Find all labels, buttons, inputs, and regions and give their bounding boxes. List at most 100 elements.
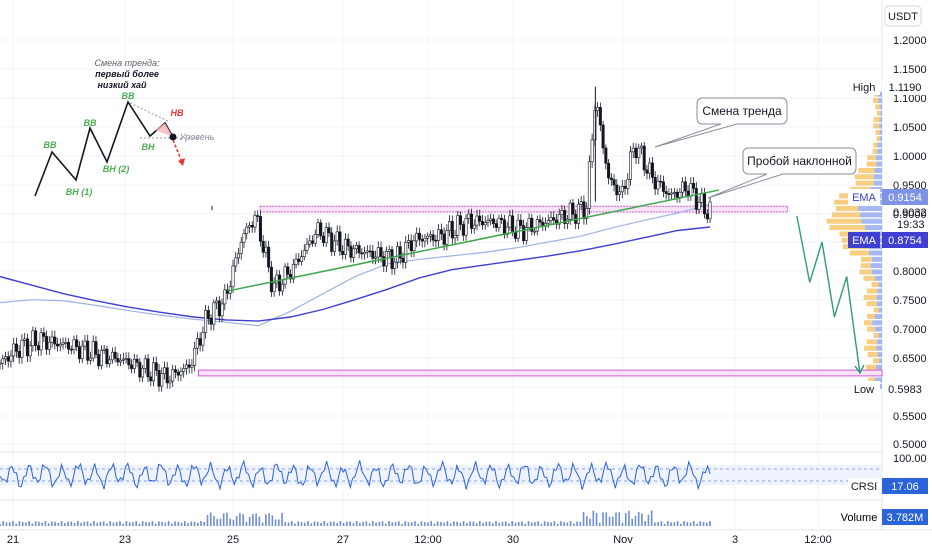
volume-bar bbox=[404, 521, 407, 526]
volume-bar bbox=[93, 521, 95, 526]
candle-up bbox=[294, 258, 298, 265]
volume-profile-bar bbox=[877, 288, 882, 294]
volume-profile-bar bbox=[876, 136, 880, 142]
ema-fast-marker-value-bg bbox=[882, 189, 928, 205]
volume-bar bbox=[18, 521, 21, 526]
volume-bar bbox=[397, 521, 400, 526]
volume-bar bbox=[660, 521, 663, 526]
inset-label: Уровень bbox=[179, 132, 215, 142]
candle-up bbox=[190, 364, 194, 368]
candle-down bbox=[368, 250, 372, 253]
y-tick-label: 0.5500 bbox=[893, 411, 927, 423]
volume-bar bbox=[222, 513, 225, 526]
candle-up bbox=[404, 241, 408, 263]
candle-up bbox=[280, 283, 284, 292]
candle-up bbox=[234, 257, 238, 267]
candle-up bbox=[220, 303, 224, 317]
volume-bar bbox=[595, 513, 598, 526]
candle-down bbox=[94, 341, 98, 355]
volume-bar bbox=[553, 521, 556, 526]
volume-bar bbox=[618, 512, 621, 526]
volume-bar bbox=[38, 521, 40, 526]
candle-down bbox=[42, 332, 46, 337]
volume-bar bbox=[670, 522, 672, 526]
candle-down bbox=[297, 258, 301, 262]
resistance-zone[interactable] bbox=[259, 205, 789, 213]
volume-profile-bar bbox=[871, 269, 882, 275]
candle-down bbox=[434, 239, 438, 242]
candle-down bbox=[176, 371, 180, 376]
volume-bar bbox=[164, 522, 167, 526]
volume-bar bbox=[119, 521, 121, 526]
crsi-line[interactable] bbox=[0, 459, 711, 491]
volume-bar bbox=[391, 522, 394, 526]
crsi-marker-label: CRSI bbox=[851, 481, 877, 493]
currency-box[interactable] bbox=[884, 5, 922, 27]
candle-up bbox=[121, 358, 125, 361]
volume-bar bbox=[83, 521, 86, 526]
candle-up bbox=[629, 151, 633, 180]
volume-bar bbox=[381, 521, 384, 526]
candle-down bbox=[623, 186, 627, 189]
volume-profile-bar bbox=[872, 320, 882, 326]
projection-path[interactable] bbox=[796, 215, 861, 374]
candle-up bbox=[124, 358, 128, 360]
volume-bar bbox=[550, 522, 552, 526]
callout-trendline-break-box[interactable] bbox=[707, 147, 857, 199]
inset-red-arrow bbox=[172, 139, 183, 163]
volume-bar bbox=[511, 521, 514, 526]
candle-down bbox=[659, 180, 663, 183]
candle-up bbox=[596, 107, 600, 111]
inset-label: BB bbox=[44, 140, 57, 150]
volume-bar bbox=[196, 523, 199, 526]
callout-trend-change-box[interactable] bbox=[654, 97, 788, 148]
y-tick-label: 1.2000 bbox=[893, 35, 927, 47]
candle-down bbox=[116, 358, 120, 363]
candle-down bbox=[450, 221, 454, 239]
ascending-trendline[interactable] bbox=[227, 189, 719, 292]
volume-profile-bar bbox=[867, 352, 878, 358]
candle-down bbox=[349, 245, 353, 258]
ema-fast-line[interactable] bbox=[0, 203, 711, 327]
volume-bar bbox=[699, 521, 702, 526]
volume-bar bbox=[255, 513, 257, 526]
callout-trendline-break-text: Пробой наклонной bbox=[747, 154, 852, 168]
candle-up bbox=[352, 248, 356, 258]
candle-up bbox=[415, 232, 419, 242]
candle-down bbox=[439, 229, 443, 235]
candle-down bbox=[519, 219, 523, 226]
volume-bar bbox=[385, 523, 387, 526]
volume-profile-bar bbox=[872, 358, 880, 364]
volume-bar bbox=[375, 522, 377, 526]
candle-down bbox=[138, 362, 142, 378]
volume-bar bbox=[582, 511, 585, 526]
candle-down bbox=[226, 289, 230, 294]
volume-bar bbox=[534, 522, 536, 526]
candle-down bbox=[319, 222, 323, 237]
high-marker-value: 1.1190 bbox=[889, 82, 922, 94]
candle-up bbox=[445, 230, 449, 245]
volume-bar bbox=[226, 512, 228, 526]
candle-down bbox=[69, 348, 73, 351]
candle-down bbox=[25, 338, 29, 357]
candle-up bbox=[456, 215, 460, 236]
ema-slow-marker-label: EMA bbox=[852, 235, 877, 247]
candle-up bbox=[395, 246, 399, 263]
volume-profile-bar bbox=[834, 199, 859, 205]
volume-profile-bar bbox=[873, 332, 879, 338]
candle-up bbox=[423, 237, 427, 242]
candle-down bbox=[431, 234, 435, 241]
volume-bar bbox=[245, 521, 248, 526]
ema-slow-line[interactable] bbox=[0, 226, 711, 322]
volume-bar bbox=[252, 514, 254, 526]
volume-bar bbox=[187, 523, 189, 526]
volume-bar bbox=[12, 521, 14, 526]
volume-bar bbox=[190, 521, 193, 526]
volume-bar bbox=[177, 521, 180, 526]
candle-up bbox=[99, 350, 103, 367]
volume-bar bbox=[229, 518, 231, 526]
volume-bar bbox=[73, 523, 76, 526]
volume-bar bbox=[696, 523, 698, 526]
support-zone[interactable] bbox=[197, 369, 883, 377]
